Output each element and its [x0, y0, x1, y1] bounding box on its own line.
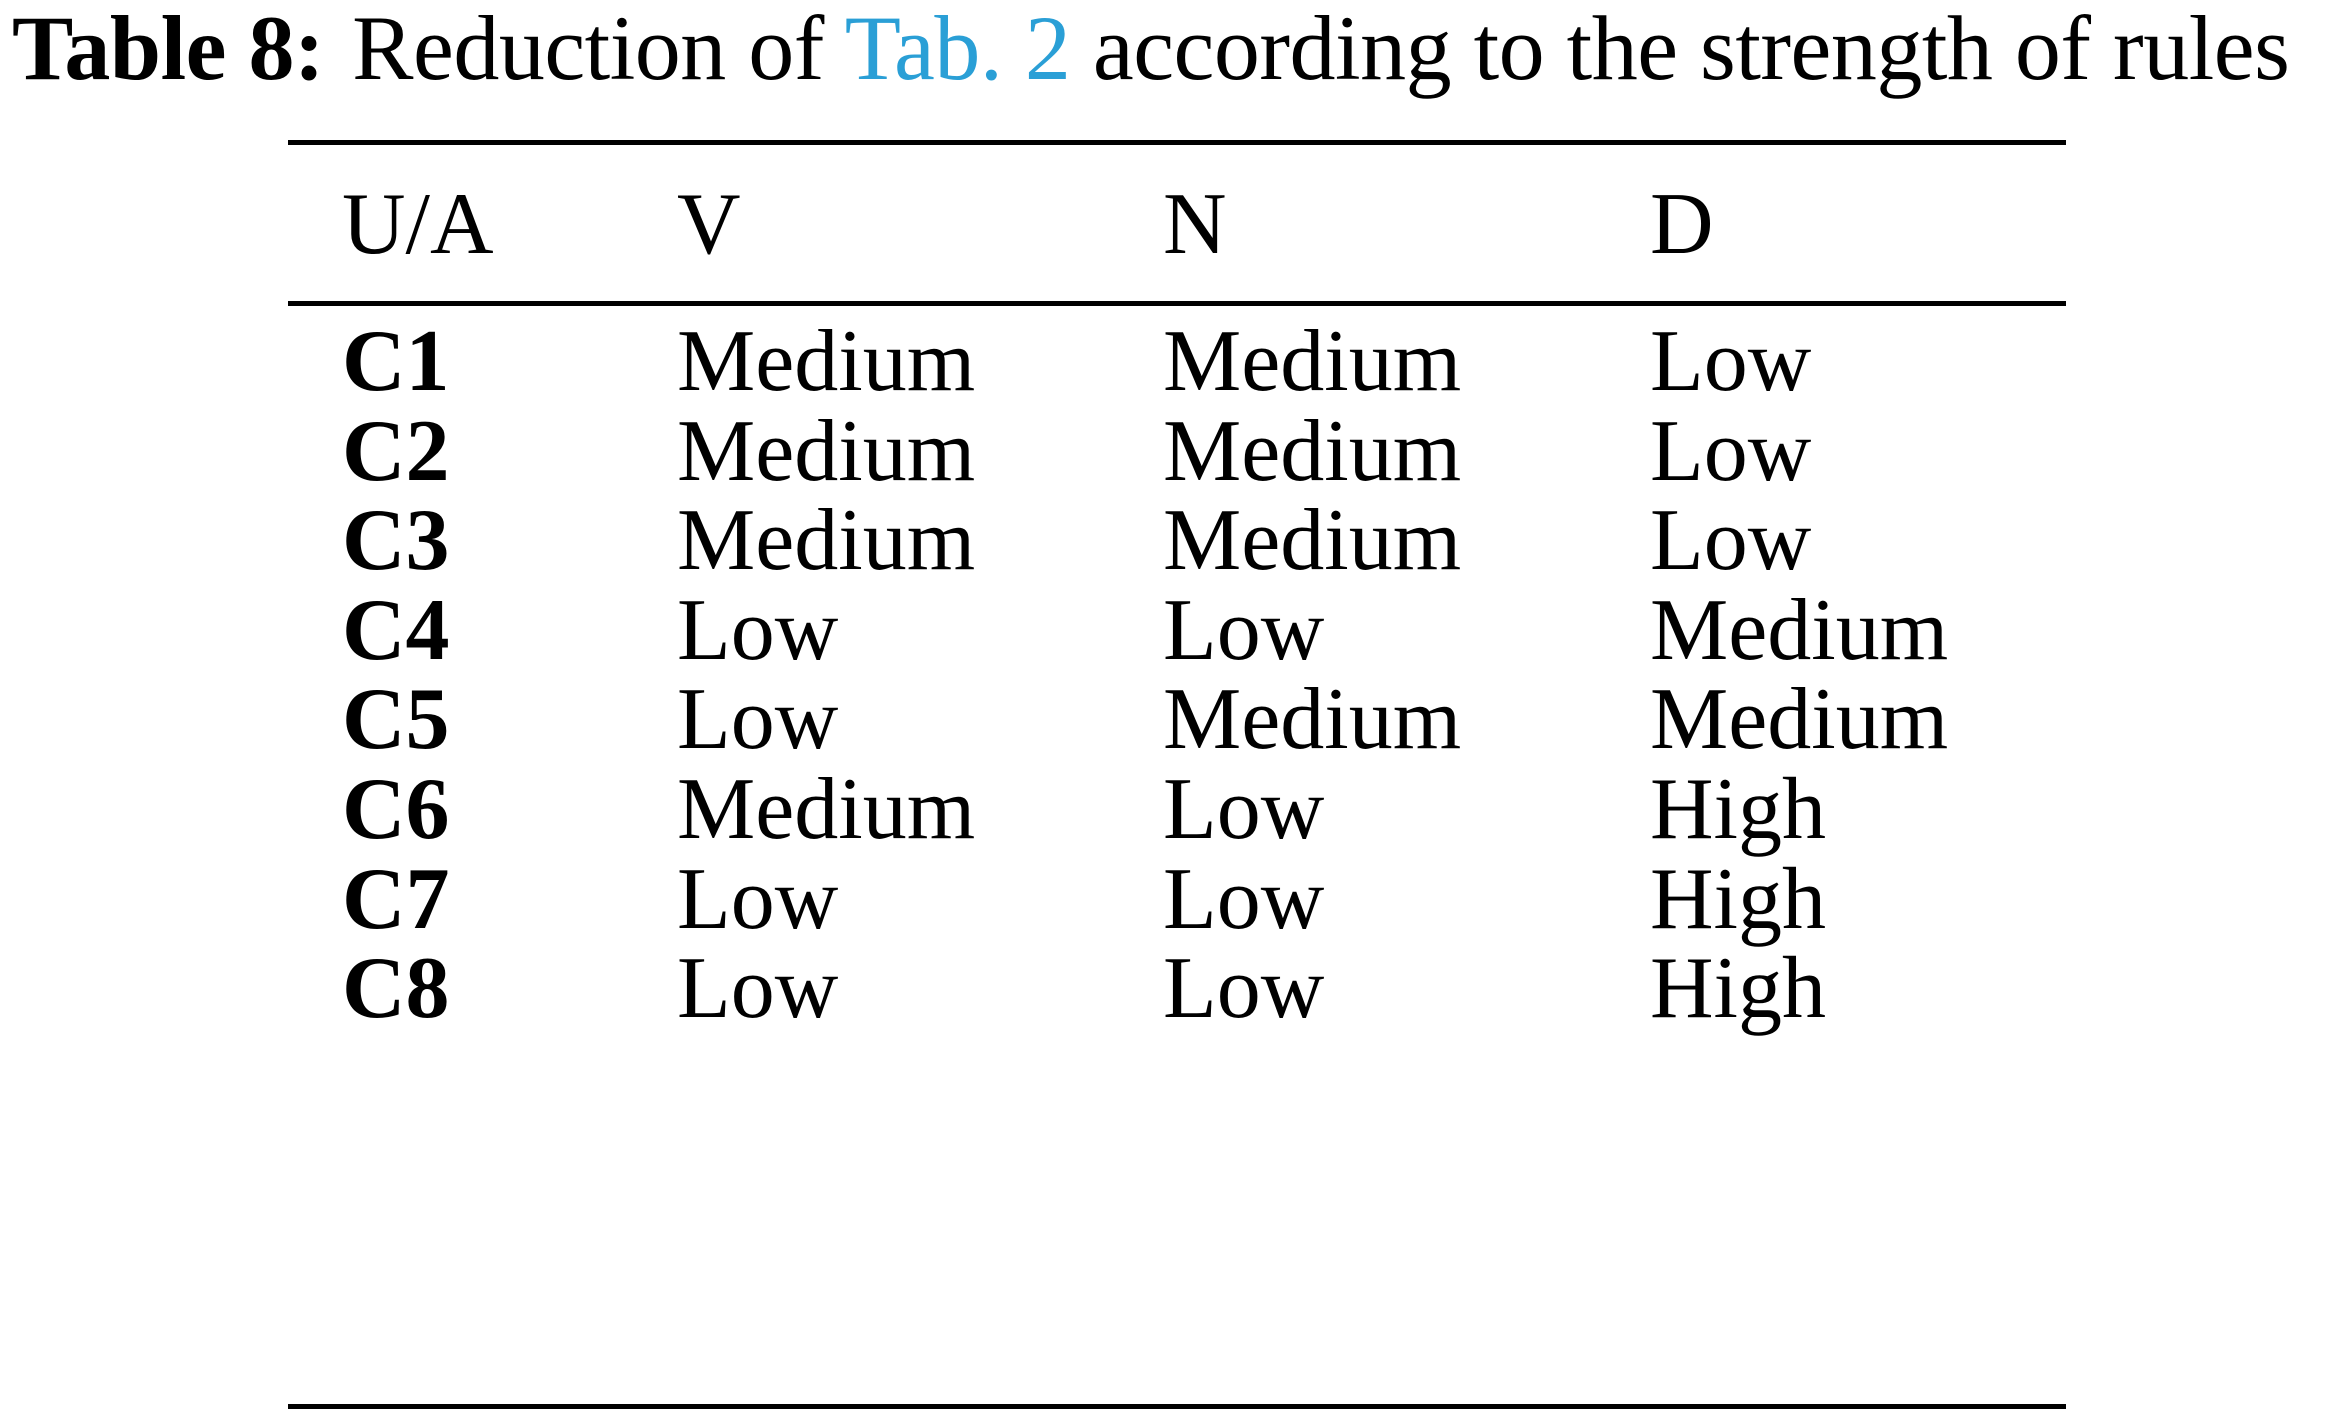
cell-d: High [1650, 851, 1826, 948]
cell-v: Low [677, 582, 839, 679]
row-label: C6 [342, 761, 450, 858]
cell-n: Low [1163, 582, 1325, 679]
cell-n: Medium [1163, 403, 1462, 500]
row-label: C4 [342, 582, 450, 679]
row-label: C7 [342, 851, 450, 948]
cell-v: Low [677, 940, 839, 1037]
column-header-ua: U/A [342, 176, 494, 273]
cell-d: Medium [1650, 671, 1949, 768]
cell-d: High [1650, 761, 1826, 858]
row-label: C1 [342, 313, 450, 410]
row-label: C3 [342, 492, 450, 589]
table-header-rule [288, 301, 2066, 306]
cell-v: Medium [677, 403, 976, 500]
row-label: C8 [342, 940, 450, 1037]
cell-d: Low [1650, 492, 1812, 589]
cell-v: Medium [677, 313, 976, 410]
cell-n: Medium [1163, 671, 1462, 768]
cell-d: High [1650, 940, 1826, 1037]
table-reference-link[interactable]: Tab. 2 [844, 0, 1071, 99]
cell-v: Low [677, 671, 839, 768]
table-bottom-rule [288, 1404, 2066, 1409]
cell-n: Medium [1163, 313, 1462, 410]
column-header-n: N [1163, 176, 1227, 273]
caption-text-before: Reduction of [352, 0, 824, 99]
caption-label: Table 8: [12, 0, 325, 99]
cell-n: Low [1163, 761, 1325, 858]
row-label: C5 [342, 671, 450, 768]
column-header-d: D [1650, 176, 1714, 273]
cell-n: Low [1163, 940, 1325, 1037]
caption-text-after: according to the strength of rules [1092, 0, 2290, 99]
row-label: C2 [342, 403, 450, 500]
cell-v: Medium [677, 761, 976, 858]
cell-v: Medium [677, 492, 976, 589]
table-top-rule [288, 140, 2066, 145]
cell-n: Low [1163, 851, 1325, 948]
column-header-v: V [677, 176, 741, 273]
cell-d: Low [1650, 403, 1812, 500]
table-caption: Table 8: Reduction of Tab. 2 according to… [12, 0, 2290, 99]
cell-v: Low [677, 851, 839, 948]
cell-n: Medium [1163, 492, 1462, 589]
cell-d: Low [1650, 313, 1812, 410]
cell-d: Medium [1650, 582, 1949, 679]
